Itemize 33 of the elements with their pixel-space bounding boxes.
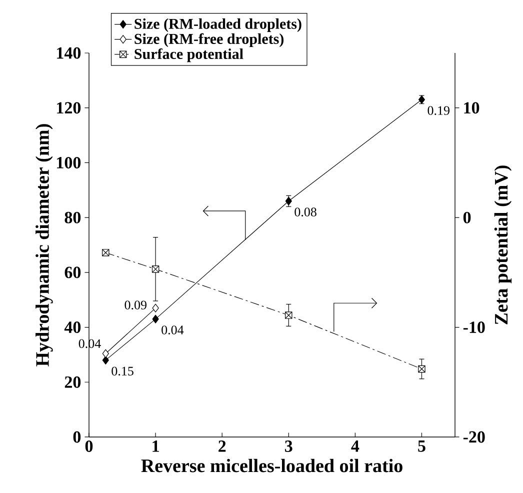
x-tick-label: 0 — [85, 440, 93, 452]
y-tick-label: 100 — [57, 156, 81, 168]
x-tick-label: 1 — [152, 440, 159, 452]
annotation: 0.19 — [428, 106, 450, 115]
y2-axis-title: Zeta potential (mV) — [494, 166, 512, 324]
x-axis-title: Reverse micelles-loaded oil ratio — [141, 458, 402, 472]
annotation: 0.04 — [162, 326, 184, 334]
y2-tick-label: -10 — [463, 322, 485, 334]
y-axis-title: Hydrodynamic diameter (nm) — [36, 124, 53, 366]
y-tick-label: 20 — [64, 376, 81, 388]
legend-label: Size (RM-loaded droplets) — [134, 18, 302, 32]
point — [102, 356, 109, 364]
annotation: 0.09 — [124, 300, 146, 310]
y2-tick-label: 10 — [464, 102, 480, 114]
annotation: 0.08 — [294, 208, 316, 216]
x-tick-label: 3 — [285, 440, 292, 452]
point — [102, 349, 109, 358]
legend-label: Surface potential — [134, 48, 244, 62]
y2-tick-label: 0 — [463, 212, 471, 224]
x-tick-label: 2 — [218, 440, 226, 452]
y-tick-label: 0 — [73, 431, 81, 443]
y-tick-label: 60 — [64, 266, 81, 278]
y-tick-label: 140 — [57, 47, 81, 59]
y-tick-label: 120 — [57, 102, 81, 114]
x-tick-label: 4 — [351, 440, 360, 452]
y-tick-label: 40 — [64, 322, 81, 334]
annotation: 0.15 — [112, 366, 134, 376]
y-tick-label: 80 — [64, 212, 81, 224]
y2-tick-label: -20 — [463, 431, 485, 443]
point — [152, 304, 159, 312]
x-tick-label: 5 — [418, 440, 426, 452]
legend-label: Size (RM-free droplets) — [134, 33, 284, 48]
point — [152, 314, 159, 324]
